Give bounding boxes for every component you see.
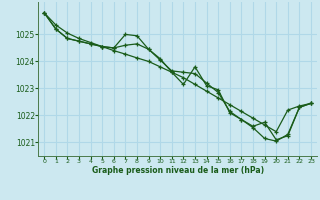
X-axis label: Graphe pression niveau de la mer (hPa): Graphe pression niveau de la mer (hPa) — [92, 166, 264, 175]
